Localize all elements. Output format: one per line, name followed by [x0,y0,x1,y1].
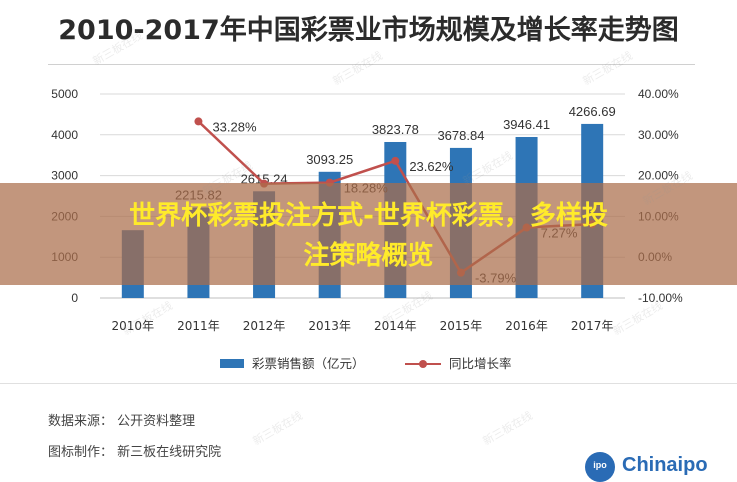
chart-producer-note: 图标制作： 新三板在线研究院 [48,445,222,460]
promo-banner [0,183,737,285]
watermark-text: 新三板在线 [250,409,305,448]
x-tick-label: 2013年 [308,319,351,333]
watermark-text: 新三板在线 [480,409,535,448]
x-tick-label: 2015年 [440,319,483,333]
source-divider [0,383,737,384]
bar-data-label: 3093.25 [306,152,353,167]
title-divider [48,64,695,65]
promo-banner-text: 世界杯彩票投注方式-世界杯彩票，多样投 注策略概览 [0,196,737,276]
bar-data-label: 3946.41 [503,117,550,132]
x-tick-label: 2014年 [374,319,417,333]
logo-badge-icon: ipo [585,452,615,482]
x-tick-label: 2012年 [243,319,286,333]
growth-rate-label: 23.62% [409,159,454,174]
y-left-tick-label: 0 [71,291,78,305]
y-right-tick-label: 30.00% [638,128,679,142]
x-tick-label: 2017年 [571,319,614,333]
x-tick-label: 2011年 [177,319,220,333]
promo-line-2: 注策略概览 [303,241,434,271]
legend-line-label: 同比增长率 [449,356,512,371]
x-tick-label: 2010年 [112,319,155,333]
legend-line-marker [419,360,427,368]
y-right-tick-label: 40.00% [638,87,679,101]
logo-text: Chinaipo [622,454,708,476]
growth-rate-point [391,156,400,165]
chart-title: 2010-2017年中国彩票业市场规模及增长率走势图 [58,15,679,46]
y-left-tick-label: 5000 [51,87,78,101]
legend-bar-label: 彩票销售额（亿元） [252,356,365,371]
growth-rate-label: 33.28% [212,119,257,134]
bar-data-label: 3823.78 [372,122,419,137]
growth-rate-point [194,117,203,126]
y-left-tick-label: 3000 [51,169,78,183]
bar-data-label: 3678.84 [437,128,484,143]
legend-bar-swatch [220,359,244,368]
x-tick-label: 2016年 [505,319,548,333]
y-right-tick-label: -10.00% [638,291,683,305]
bar-data-label: 4266.69 [569,104,616,119]
y-left-tick-label: 4000 [51,128,78,142]
data-source-note: 数据来源： 公开资料整理 [48,414,196,429]
promo-line-1: 世界杯彩票投注方式-世界杯彩票，多样投 [129,201,608,231]
y-right-tick-label: 20.00% [638,169,679,183]
